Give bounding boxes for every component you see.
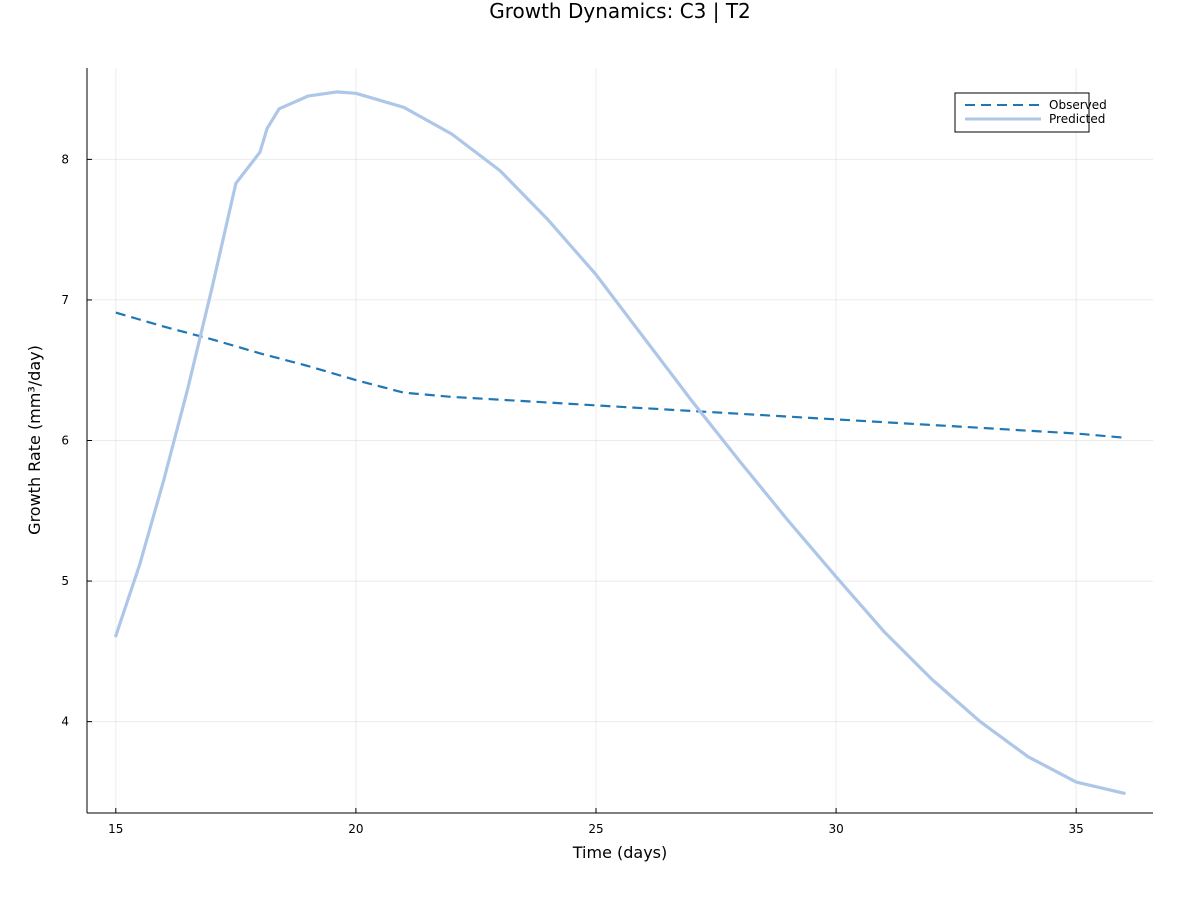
y-tick-label: 6 <box>61 434 69 448</box>
grid-layer <box>87 68 1153 813</box>
x-tick-label: 30 <box>828 822 843 836</box>
y-tick-label: 8 <box>61 152 69 166</box>
x-tick-label: 15 <box>108 822 123 836</box>
legend-box <box>954 92 1090 133</box>
y-tick-label: 5 <box>61 574 69 588</box>
ticks-layer: 15 20 25 30 35 4 5 6 7 8 <box>61 152 1083 836</box>
legend-label-observed: Observed <box>1049 98 1107 112</box>
x-tick-label: 20 <box>348 822 363 836</box>
y-tick-label: 7 <box>61 293 69 307</box>
x-tick-label: 25 <box>588 822 603 836</box>
chart-title: Growth Dynamics: C3 | T2 <box>489 0 751 23</box>
legend: Observed Predicted <box>954 92 1107 133</box>
series-line-observed <box>115 311 1125 439</box>
legend-label-predicted: Predicted <box>1049 112 1105 126</box>
y-axis-label: Growth Rate (mm³/day) <box>25 345 44 535</box>
y-tick-label: 4 <box>61 715 69 729</box>
x-axis-label: Time (days) <box>572 843 668 862</box>
series-layer <box>114 90 1126 795</box>
x-tick-label: 35 <box>1069 822 1084 836</box>
series-line-predicted <box>114 90 1126 795</box>
